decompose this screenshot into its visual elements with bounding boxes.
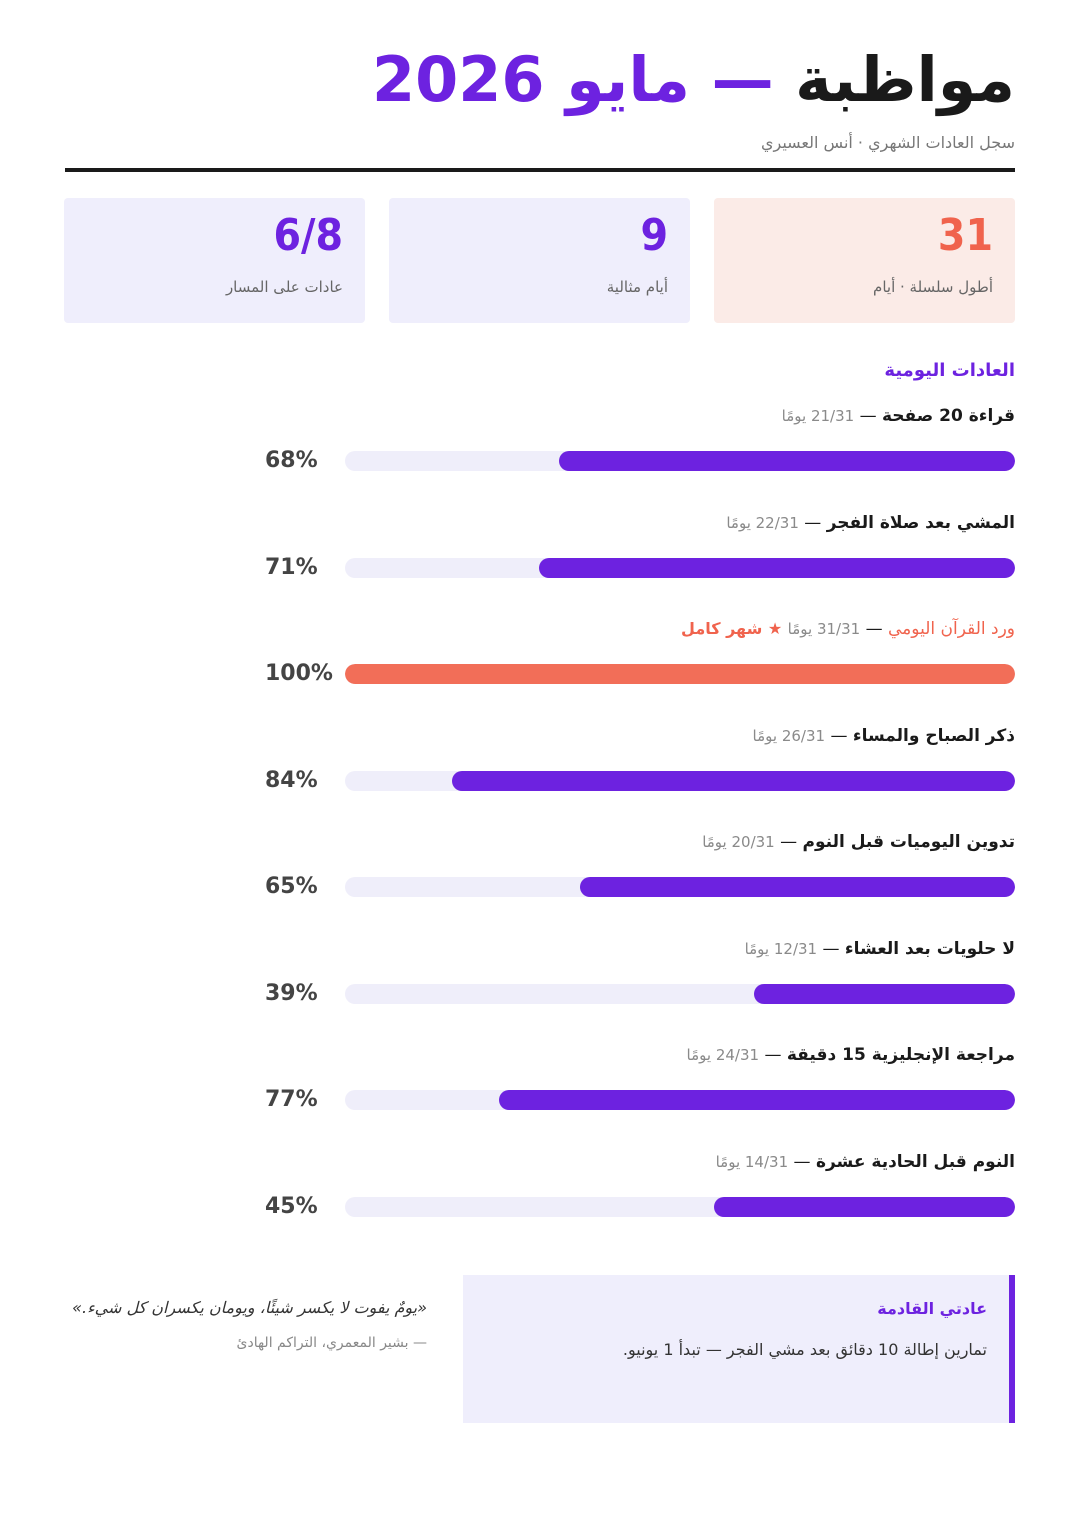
progress-bar-fill <box>499 1090 1015 1110</box>
habit-percentage: 65% <box>265 874 318 899</box>
habit-row: تدوين اليوميات قبل النوم — 20/31 يومًا 65… <box>65 826 1015 933</box>
habit-header: ورد القرآن اليومي — 31/31 يومًا ★ شهر كا… <box>681 619 1015 639</box>
next-habit-title: عادتي القادمة <box>877 1299 987 1318</box>
habit-days: 21/31 يومًا <box>781 407 855 425</box>
habit-header: النوم قبل الحادية عشرة — 14/31 يومًا <box>715 1151 1015 1172</box>
habit-row: لا حلويات بعد العشاء — 12/31 يومًا 39% <box>65 933 1015 1040</box>
page-subtitle: سجل العادات الشهري · أنس العسيري <box>760 133 1015 152</box>
habit-days: 22/31 يومًا <box>726 513 799 532</box>
habit-days: 26/31 يومًا <box>752 726 826 745</box>
habit-tracker-page: مواظبة — مايو 2026 سجل العادات الشهري · … <box>64 0 1016 1525</box>
habit-percentage: 77% <box>265 1087 318 1112</box>
habit-percentage: 100% <box>265 661 333 686</box>
habit-name: ورد القرآن اليومي <box>888 619 1015 639</box>
progress-bar-track <box>345 983 1015 1004</box>
habit-row: مراجعة الإنجليزية 15 دقيقة — 24/31 يومًا… <box>65 1039 1015 1146</box>
stat-value: 31 <box>937 210 993 261</box>
habit-header: مراجعة الإنجليزية 15 دقيقة — 24/31 يومًا <box>686 1045 1015 1065</box>
stat-label: أطول سلسلة · أيام <box>873 278 993 296</box>
habit-percentage: 45% <box>265 1193 318 1219</box>
stat-label: أيام مثالية <box>606 278 668 296</box>
progress-bar-fill <box>713 1196 1015 1217</box>
habit-percentage: 39% <box>265 980 318 1006</box>
habit-days: 12/31 يومًا <box>744 939 818 958</box>
progress-bar-track <box>345 557 1015 578</box>
habit-header: لا حلويات بعد العشاء — 12/31 يومًا <box>744 938 1015 959</box>
header-divider <box>65 168 1015 172</box>
next-habit-card: عادتي القادمة تمارين إطالة 10 دقائق بعد … <box>463 1275 1015 1423</box>
habit-days: 31/31 يومًا <box>787 620 861 638</box>
habit-name: المشي بعد صلاة الفجر <box>826 512 1015 533</box>
progress-bar-fill <box>452 770 1015 791</box>
habit-row: ذكر الصباح والمساء — 26/31 يومًا 84% <box>65 720 1015 827</box>
stat-card-perfect-days: 9 أيام مثالية <box>389 198 690 323</box>
progress-bar-track <box>345 451 1015 471</box>
habit-days: 14/31 يومًا <box>715 1152 789 1171</box>
quote-block: «يومٌ يفوت لا يكسر شيئًا، ويومان يكسران … <box>65 1298 427 1351</box>
progress-bar-fill <box>559 451 1015 471</box>
stat-value: 6/8 <box>273 210 343 261</box>
page-title-date: مايو 2026 <box>372 43 691 116</box>
habit-name: مراجعة الإنجليزية 15 دقيقة <box>786 1045 1015 1065</box>
page-title-separator: — <box>711 43 775 116</box>
progress-bar-fill <box>753 983 1015 1004</box>
next-habit-text: تمارين إطالة 10 دقائق بعد مشي الفجر — تب… <box>622 1340 987 1359</box>
habit-percentage: 71% <box>265 554 318 580</box>
progress-bar-fill <box>579 877 1015 897</box>
habit-days: 24/31 يومًا <box>686 1046 760 1064</box>
habit-list: قراءة 20 صفحة — 21/31 يومًا 68% المشي بعد … <box>65 400 1015 1252</box>
habit-name: لا حلويات بعد العشاء <box>844 938 1015 959</box>
section-title-daily-habits: العادات اليومية <box>884 360 1015 381</box>
habit-header: قراءة 20 صفحة — 21/31 يومًا <box>781 406 1015 426</box>
habit-name: تدوين اليوميات قبل النوم <box>802 832 1015 852</box>
habit-row: المشي بعد صلاة الفجر — 22/31 يومًا 71% <box>65 507 1015 614</box>
page-title-main: مواظبة <box>795 43 1016 116</box>
habit-header: تدوين اليوميات قبل النوم — 20/31 يومًا <box>702 832 1015 852</box>
habit-percentage: 68% <box>265 448 318 473</box>
progress-bar-track <box>345 664 1015 684</box>
habit-header: ذكر الصباح والمساء — 26/31 يومًا <box>752 725 1015 746</box>
habit-row: النوم قبل الحادية عشرة — 14/31 يومًا 45% <box>65 1146 1015 1253</box>
habit-name: ذكر الصباح والمساء <box>852 725 1015 746</box>
page-title: مواظبة — مايو 2026 <box>372 40 1016 120</box>
quote-text: «يومٌ يفوت لا يكسر شيئًا، ويومان يكسران … <box>72 1298 427 1317</box>
stats-row: 31 أطول سلسلة · أيام 9 أيام مثالية 6/8 ع… <box>64 198 1015 323</box>
stat-card-habits-on-track: 6/8 عادات على المسار <box>64 198 365 323</box>
stat-value: 9 <box>640 210 668 261</box>
progress-bar-track <box>345 877 1015 897</box>
habit-days: 20/31 يومًا <box>702 833 775 851</box>
stat-label: عادات على المسار <box>225 278 343 296</box>
habit-header: المشي بعد صلاة الفجر — 22/31 يومًا <box>726 512 1015 533</box>
habit-name: النوم قبل الحادية عشرة <box>815 1151 1015 1172</box>
progress-bar-fill <box>539 557 1015 578</box>
quote-author: — بشير المعمري، التراكم الهادئ <box>236 1335 427 1351</box>
habit-row: ورد القرآن اليومي — 31/31 يومًا ★ شهر كا… <box>65 613 1015 720</box>
habit-percentage: 84% <box>265 767 318 793</box>
stat-card-longest-streak: 31 أطول سلسلة · أيام <box>714 198 1015 323</box>
habit-name: قراءة 20 صفحة <box>881 406 1015 426</box>
full-month-badge: ★ شهر كامل <box>681 619 783 638</box>
progress-bar-track <box>345 1196 1015 1217</box>
progress-bar-track <box>345 770 1015 791</box>
progress-bar-track <box>345 1090 1015 1110</box>
habit-row: قراءة 20 صفحة — 21/31 يومًا 68% <box>65 400 1015 507</box>
progress-bar-fill <box>345 664 1015 684</box>
